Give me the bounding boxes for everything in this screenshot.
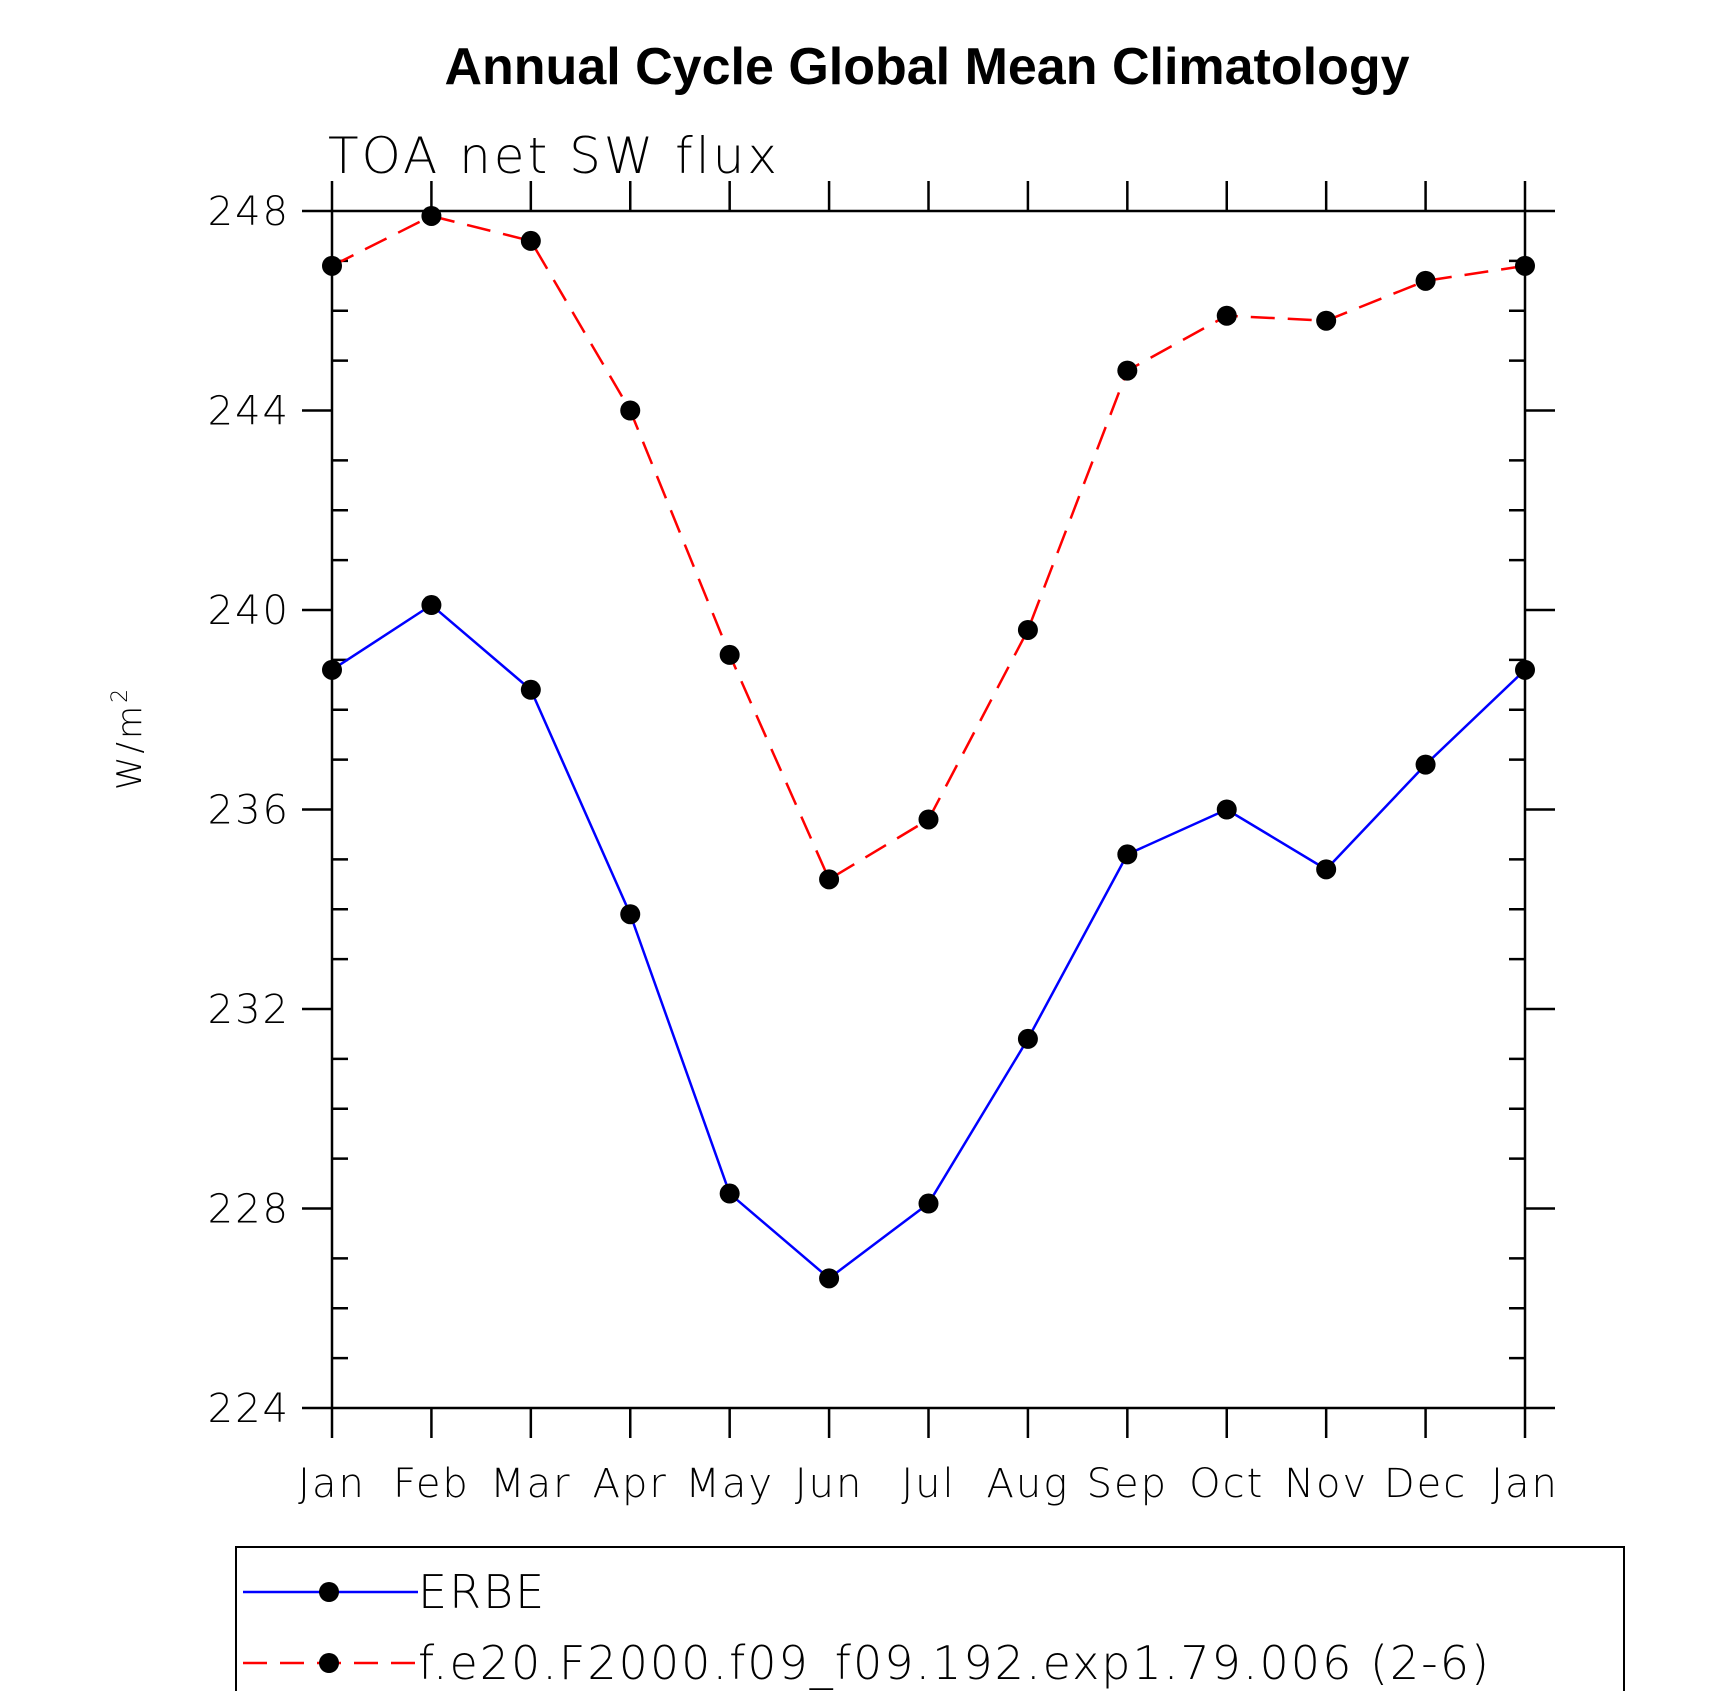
series-line: [331, 603, 1526, 1280]
data-point: [421, 205, 442, 226]
data-point: [819, 1268, 840, 1289]
x-tick-label: Oct: [1189, 1461, 1264, 1507]
data-point: [1216, 799, 1237, 820]
x-tick-label: Apr: [593, 1461, 668, 1507]
y-tick-label: 232: [208, 987, 290, 1033]
legend-marker-1: [319, 1653, 339, 1673]
legend-label-1: f.e20.F2000.f09_f09.192.exp1.79.006 (2-6…: [418, 1636, 1491, 1690]
data-point: [1515, 255, 1535, 276]
y-axis-label: W/m2: [108, 686, 150, 790]
x-tick-label: Mar: [490, 1461, 571, 1507]
svg-text:W/m2: W/m2: [108, 686, 150, 790]
y-axis-label-base: W/m: [110, 703, 150, 790]
data-point: [918, 1193, 939, 1214]
data-point: [322, 255, 342, 276]
data-point: [620, 400, 641, 421]
data-point: [1117, 360, 1138, 381]
data-point: [1316, 310, 1337, 331]
y-tick-label: 224: [208, 1386, 290, 1432]
x-tick-label: Nov: [1284, 1461, 1368, 1507]
legend: ERBE f.e20.F2000.f09_f09.192.exp1.79.006 …: [235, 1546, 1625, 1691]
chart-title: Annual Cycle Global Mean Climatology: [444, 38, 1409, 96]
y-tick-label: 244: [208, 389, 290, 435]
series-1: [322, 205, 1535, 890]
legend-box: [235, 1546, 1625, 1691]
data-point: [322, 659, 342, 680]
data-point: [1415, 270, 1436, 291]
data-point: [1515, 659, 1535, 680]
x-tick-label: Dec: [1384, 1461, 1467, 1507]
data-point: [1216, 305, 1237, 326]
data-point: [520, 679, 541, 700]
chart-subtitle: TOA net SW flux: [328, 127, 780, 185]
data-point: [620, 904, 641, 925]
data-point: [1017, 1028, 1038, 1049]
x-tick-label: Jun: [795, 1461, 864, 1507]
y-tick-label: 248: [208, 189, 290, 235]
data-point: [421, 595, 442, 616]
data-point: [1316, 859, 1337, 880]
y-tick-label: 228: [208, 1187, 290, 1233]
legend-marker-0: [319, 1582, 339, 1602]
y-tick-label: 240: [208, 588, 290, 634]
data-point: [918, 809, 939, 830]
x-tick-label: Jan: [1491, 1461, 1559, 1507]
x-tick-label: Aug: [987, 1461, 1070, 1507]
data-point: [1017, 619, 1038, 640]
x-tick-label: May: [685, 1461, 774, 1507]
x-tick-label: Jan: [298, 1461, 366, 1507]
data-point: [1415, 754, 1436, 775]
x-tick-label: Feb: [393, 1461, 470, 1507]
data-point: [520, 230, 541, 251]
x-tick-label: Jul: [901, 1461, 955, 1507]
data-point: [719, 1183, 740, 1204]
legend-label-0: ERBE: [418, 1565, 546, 1619]
axes: 224 228 232 236 240 244 248 Jan Feb Mar Apr May Jun J…: [208, 181, 1559, 1507]
y-axis-label-superscript: 2: [108, 686, 133, 703]
data-point: [819, 869, 840, 890]
series-line: [331, 214, 1526, 882]
series-0: [322, 595, 1535, 1289]
data-point: [719, 644, 740, 665]
data-point: [1117, 844, 1138, 865]
x-tick-label: Sep: [1087, 1461, 1168, 1507]
series: [322, 205, 1535, 1289]
y-tick-label: 236: [208, 788, 290, 834]
